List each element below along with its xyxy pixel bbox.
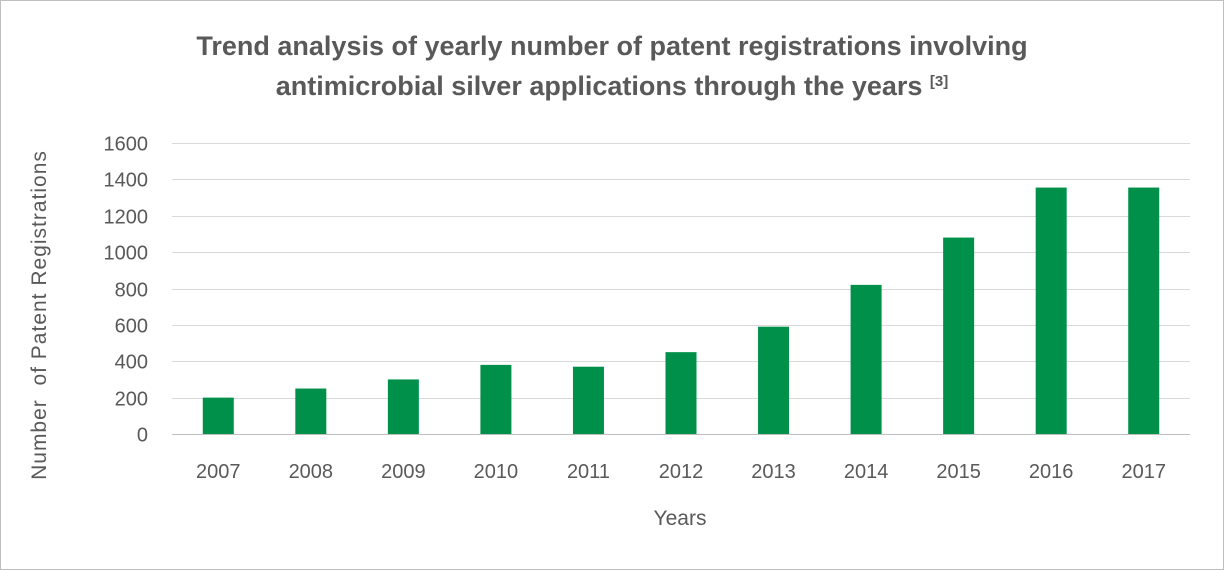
- x-tick-label: 2009: [381, 461, 426, 483]
- y-tick-label: 1000: [104, 243, 149, 265]
- y-tick-label: 400: [115, 352, 148, 374]
- x-tick-label: 2008: [289, 461, 334, 483]
- y-tick-label: 200: [115, 389, 148, 411]
- chart-title-line1: Trend analysis of yearly number of paten…: [196, 31, 1028, 61]
- bar: [572, 366, 604, 434]
- x-tick-label: 2013: [751, 461, 796, 483]
- bar: [1035, 187, 1067, 434]
- bar: [295, 388, 327, 434]
- bar: [1128, 187, 1160, 434]
- x-tick-label: 2007: [196, 461, 241, 483]
- bar: [202, 397, 234, 434]
- bar: [758, 326, 790, 434]
- citation-superscript: [3]: [929, 73, 949, 90]
- bar: [665, 352, 697, 434]
- bar: [943, 237, 975, 434]
- y-tick-label: 600: [115, 316, 148, 338]
- x-tick-label: 2012: [659, 461, 704, 483]
- y-tick-label: 1200: [104, 207, 149, 229]
- y-tick-label: 1400: [104, 170, 149, 192]
- bar: [387, 379, 419, 434]
- y-tick-label: 1600: [104, 134, 149, 156]
- x-tick-label: 2015: [936, 461, 981, 483]
- chart-title-line2-text: antimicrobial silver applications throug…: [275, 71, 923, 101]
- x-tick-label: 2014: [844, 461, 889, 483]
- bar: [480, 364, 512, 434]
- x-tick-label: 2017: [1121, 461, 1166, 483]
- x-axis-label: Years: [653, 507, 707, 530]
- x-tick-label: 2010: [474, 461, 519, 483]
- y-tick-label: 800: [115, 280, 148, 302]
- bar: [850, 284, 882, 434]
- x-tick-label: 2011: [567, 461, 610, 483]
- chart-title-line2: antimicrobial silver applications throug…: [0, 66, 1224, 106]
- y-tick-label: 0: [137, 425, 148, 447]
- chart-title: Trend analysis of yearly number of paten…: [0, 26, 1224, 106]
- x-tick-label: 2016: [1029, 461, 1074, 483]
